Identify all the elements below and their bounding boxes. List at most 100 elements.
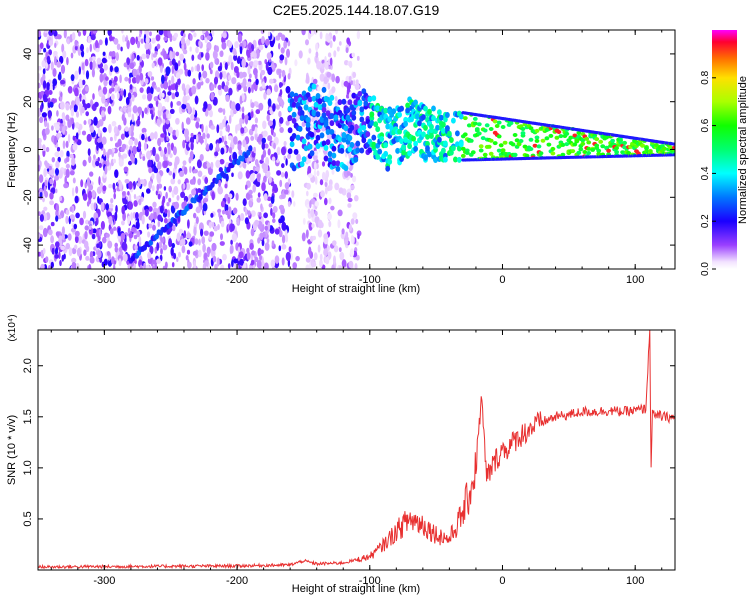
noise-cell (56, 110, 59, 117)
noise-cell (195, 121, 200, 129)
noise-cell (167, 30, 171, 39)
noise-cell (94, 101, 99, 108)
noise-cell (39, 104, 43, 113)
noise-cell (317, 244, 321, 253)
band-cell (415, 113, 420, 120)
noise-cell (250, 228, 255, 237)
noise-cell (257, 60, 262, 66)
noise-cell (157, 138, 162, 147)
noise-cell (163, 80, 169, 90)
noise-cell (271, 60, 275, 71)
noise-cell (117, 227, 121, 237)
noise-cell (59, 259, 62, 267)
band-cell (476, 122, 482, 127)
noise-cell (74, 235, 79, 244)
noise-cell (106, 251, 111, 256)
noise-cell (192, 78, 196, 85)
noise-cell (175, 91, 179, 98)
noise-cell (270, 127, 274, 134)
noise-cell (151, 185, 155, 192)
band-cell (309, 131, 315, 138)
noise-cell (251, 124, 256, 132)
noise-cell (54, 56, 57, 66)
noise-cell (195, 117, 200, 123)
noise-cell (136, 40, 141, 49)
band-cell (323, 119, 329, 126)
noise-cell (329, 40, 333, 49)
band-cell (439, 114, 444, 121)
noise-cell (314, 161, 317, 171)
band-cell (671, 145, 675, 150)
band-cell (423, 124, 428, 131)
noise-cell (173, 185, 179, 195)
noise-cell (182, 95, 188, 105)
noise-cell (195, 216, 199, 224)
noise-cell (47, 181, 51, 191)
noise-cell (77, 31, 82, 37)
noise-cell (129, 152, 134, 161)
noise-cell (235, 192, 239, 201)
noise-cell (182, 160, 187, 166)
band-cell (413, 145, 418, 152)
noise-cell (336, 46, 340, 52)
noise-cell (265, 156, 270, 167)
noise-cell (82, 99, 86, 106)
noise-cell (159, 205, 164, 214)
noise-cell (55, 160, 60, 169)
noise-cell (343, 80, 349, 87)
band-cell (466, 123, 472, 128)
band-cell (606, 148, 611, 153)
noise-cell (73, 223, 78, 230)
noise-cell (338, 247, 342, 253)
noise-cell (263, 212, 268, 219)
noise-cell (231, 77, 237, 85)
band-cell (462, 132, 468, 137)
noise-cell (208, 221, 212, 229)
noise-cell (185, 255, 189, 261)
noise-cell (126, 57, 130, 66)
noise-cell (182, 49, 188, 55)
noise-cell (354, 263, 358, 269)
noise-cell (212, 255, 217, 263)
noise-cell (46, 55, 51, 63)
band-cell (478, 144, 484, 149)
trace-cell (148, 239, 153, 246)
band-cell (572, 133, 578, 138)
noise-cell (87, 35, 92, 44)
noise-cell (63, 30, 67, 39)
noise-cell (181, 245, 186, 254)
noise-cell (265, 38, 270, 46)
noise-cell (120, 133, 125, 140)
noise-cell (128, 77, 131, 84)
noise-cell (102, 236, 107, 244)
noise-cell (337, 209, 343, 217)
noise-cell (260, 203, 263, 211)
noise-cell (324, 60, 329, 70)
noise-cell (201, 64, 204, 72)
noise-cell (65, 168, 70, 178)
noise-cell (38, 174, 44, 183)
noise-cell (197, 170, 203, 178)
noise-cell (166, 95, 170, 103)
noise-cell (163, 50, 167, 60)
noise-cell (234, 263, 239, 269)
noise-cell (237, 171, 243, 180)
band-cell (291, 101, 297, 108)
noise-cell (105, 233, 110, 238)
spectrogram-xlabel: Height of straight line (km) (292, 283, 420, 295)
noise-cell (50, 61, 54, 71)
noise-cell (151, 113, 154, 120)
noise-cell (112, 158, 116, 164)
noise-cell (220, 264, 225, 269)
noise-cell (114, 211, 118, 222)
noise-cell (175, 72, 181, 79)
noise-cell (332, 35, 336, 42)
band-cell (349, 141, 355, 148)
band-cell (299, 115, 305, 122)
noise-cell (133, 193, 137, 200)
noise-cell (99, 257, 103, 263)
noise-cell (320, 190, 325, 198)
noise-cell (177, 179, 181, 185)
noise-cell (214, 263, 218, 269)
band-cell (401, 149, 406, 156)
